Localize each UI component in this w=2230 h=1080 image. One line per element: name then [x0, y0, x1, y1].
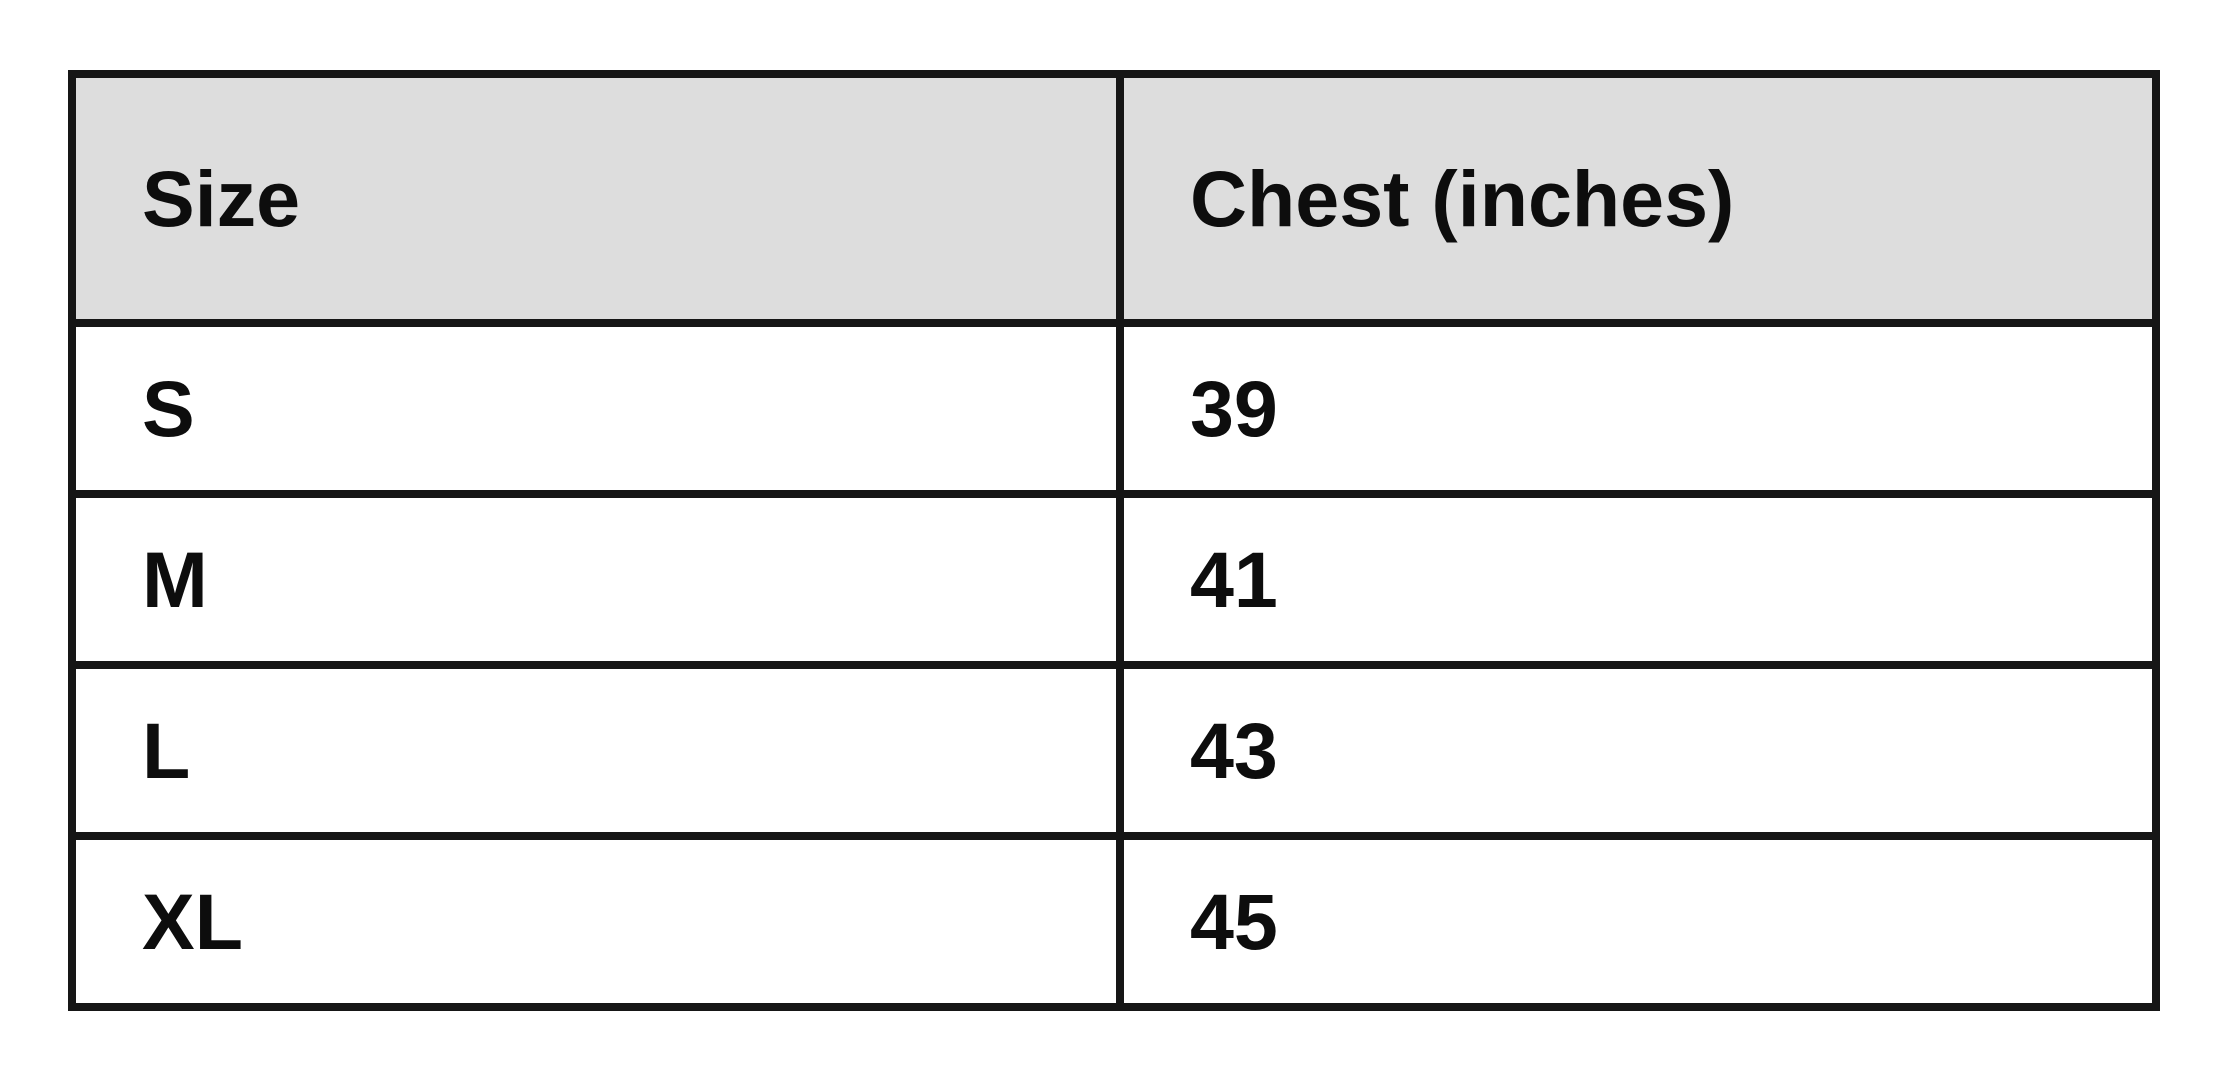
column-header-chest: Chest (inches) — [1116, 70, 2160, 327]
size-cell: XL — [68, 832, 1124, 1011]
table-body: S 39 M 41 L 43 XL 45 — [68, 319, 2160, 1011]
chest-cell: 39 — [1116, 319, 2160, 498]
table-row: L 43 — [68, 661, 2160, 840]
table-header: Size Chest (inches) — [68, 70, 2160, 327]
size-cell: L — [68, 661, 1124, 840]
size-cell: M — [68, 490, 1124, 669]
table-row: M 41 — [68, 490, 2160, 669]
size-cell: S — [68, 319, 1124, 498]
size-chart-table: Size Chest (inches) S 39 M 41 L 43 XL 45 — [68, 70, 2160, 1011]
chest-cell: 43 — [1116, 661, 2160, 840]
chest-cell: 45 — [1116, 832, 2160, 1011]
column-header-size: Size — [68, 70, 1124, 327]
table-row: XL 45 — [68, 832, 2160, 1011]
chest-cell: 41 — [1116, 490, 2160, 669]
table-row: S 39 — [68, 319, 2160, 498]
header-row: Size Chest (inches) — [68, 70, 2160, 327]
